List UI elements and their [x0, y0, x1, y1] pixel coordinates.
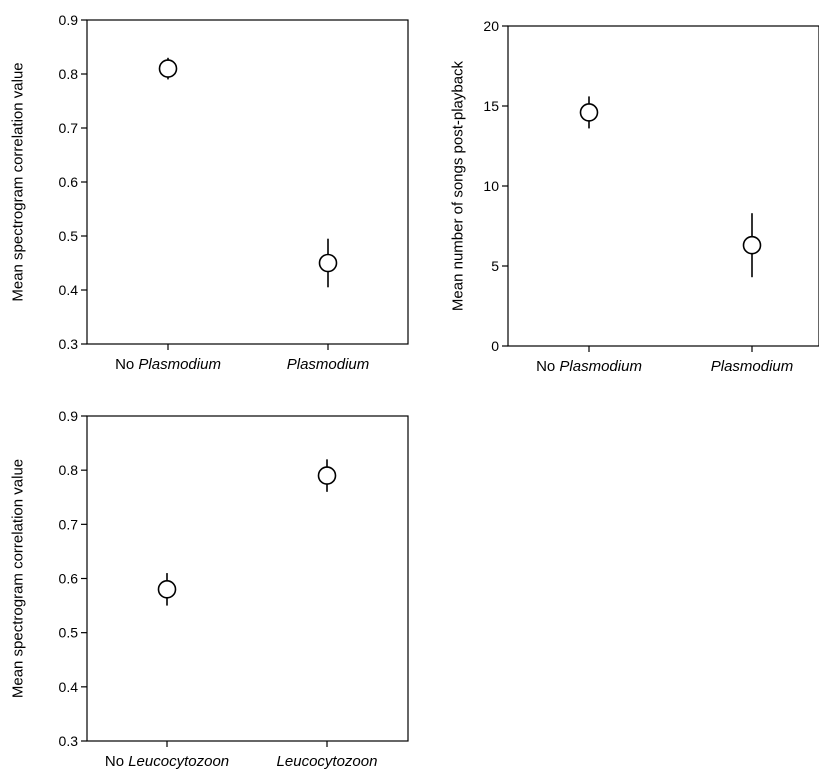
category-genus: Plasmodium: [559, 358, 642, 375]
y-tick-label: 0.5: [59, 228, 79, 244]
y-axis-title: Mean number of songs post-playback: [450, 60, 467, 311]
panel-plasmodium-songs: 20 15 10 5 0 Mean number of songs post-playba…: [450, 18, 819, 375]
category-prefix: No: [105, 753, 128, 770]
y-tick-label: 0.3: [59, 336, 79, 352]
plot-frame: [507, 25, 819, 347]
mean-point: [318, 253, 338, 273]
y-tick-label: 0: [491, 338, 499, 354]
plot-frame: [86, 19, 409, 345]
x-category-label: Plasmodium: [711, 358, 794, 375]
y-tick-label: 0.9: [59, 12, 79, 28]
y-tick-label: 20: [483, 18, 499, 34]
y-tick-label: 0.4: [59, 282, 79, 298]
y-tick-label: 0.6: [59, 571, 79, 587]
y-axis-title: Mean spectrogram correlation value: [10, 62, 27, 301]
mean-point: [157, 580, 177, 599]
x-category-label: No Plasmodium: [536, 358, 642, 375]
category-genus: Plasmodium: [711, 358, 794, 375]
category-prefix: No: [536, 358, 559, 375]
panel-leucocytozoon-correlation: 0.9 0.8 0.7 0.6 0.5 0.4 0.3 Mean spectrogram co…: [10, 408, 409, 770]
mean-point: [579, 103, 599, 122]
mean-point: [158, 59, 178, 78]
y-tick-label: 0.5: [59, 625, 79, 641]
category-genus: Plasmodium: [138, 356, 221, 373]
x-category-label: No Leucocytozoon: [105, 753, 229, 770]
mean-point: [317, 466, 337, 485]
category-prefix: No: [115, 356, 138, 373]
y-tick-label: 0.8: [59, 462, 79, 478]
panel-plasmodium-correlation: 0.9 0.8 0.7 0.6 0.5 0.4 0.3 Mean spectrogram co…: [10, 12, 409, 373]
x-category-label: No Plasmodium: [115, 356, 221, 373]
y-tick-label: 0.7: [59, 516, 79, 532]
y-tick-label: 0.9: [59, 408, 79, 424]
y-tick-label: 10: [483, 178, 499, 194]
y-tick-label: 5: [491, 258, 499, 274]
x-category-label: Leucocytozoon: [277, 753, 378, 770]
y-tick-label: 0.7: [59, 120, 79, 136]
y-tick-label: 0.6: [59, 174, 79, 190]
y-tick-label: 15: [483, 98, 499, 114]
y-tick-label: 0.3: [59, 733, 79, 749]
category-genus: Plasmodium: [287, 356, 370, 373]
category-genus: Leucocytozoon: [128, 753, 229, 770]
category-genus: Leucocytozoon: [277, 753, 378, 770]
y-tick-label: 0.4: [59, 679, 79, 695]
y-tick-label: 0.8: [59, 66, 79, 82]
y-axis-title: Mean spectrogram correlation value: [10, 459, 27, 698]
x-category-label: Plasmodium: [287, 356, 370, 373]
plot-frame: [86, 415, 409, 742]
mean-point: [742, 235, 762, 255]
